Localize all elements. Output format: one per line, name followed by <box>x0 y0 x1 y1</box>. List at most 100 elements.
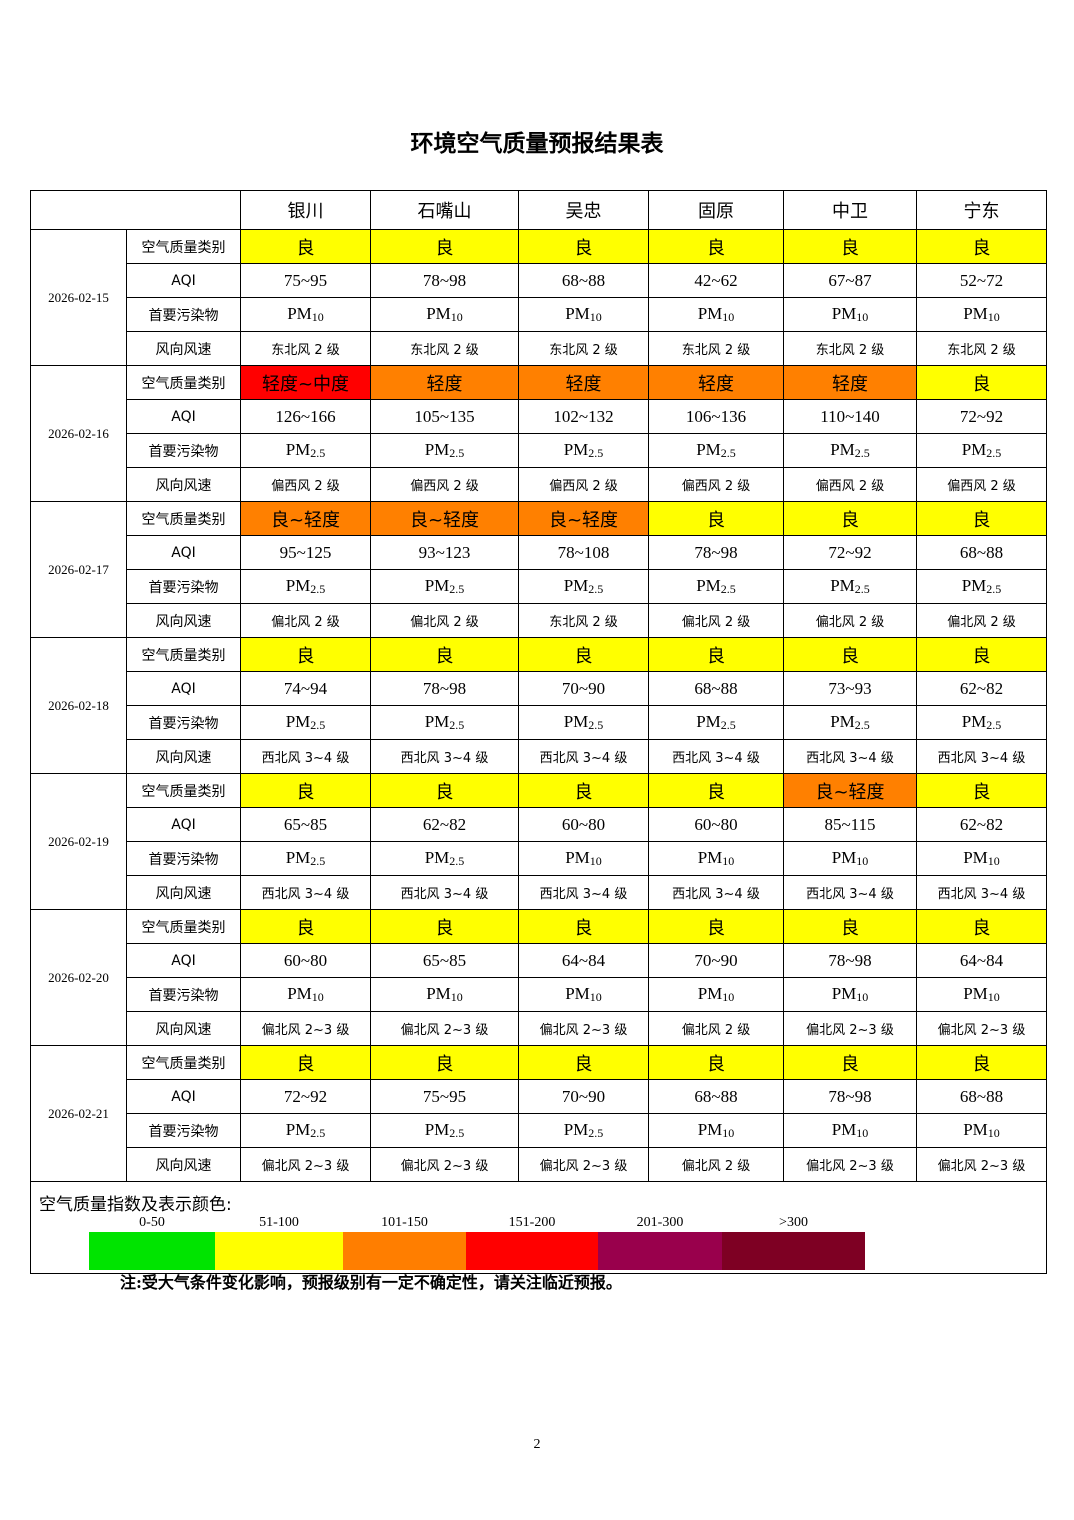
aqi-cell: 68~88 <box>518 263 649 298</box>
aqi-cell: 102~132 <box>518 399 649 434</box>
aqi-cell: 70~90 <box>648 943 784 978</box>
pollutant-subscript: 10 <box>311 990 324 1004</box>
pollutant-base: PM <box>697 984 723 1003</box>
pollutant-cell: PM10 <box>518 977 649 1012</box>
pollutant-cell: PM2.5 <box>518 433 649 468</box>
category-cell: 轻度 <box>370 365 519 400</box>
row-label: 风向风速 <box>126 875 241 910</box>
aqi-cell: 78~98 <box>370 671 519 706</box>
pollutant-subscript: 10 <box>589 854 602 868</box>
aqi-cell: 110~140 <box>783 399 917 434</box>
category-cell: 良 <box>648 637 784 672</box>
pollutant-cell: PM10 <box>240 297 371 332</box>
aqi-cell: 95~125 <box>240 535 371 570</box>
city-header: 银川 <box>240 190 371 230</box>
wind-cell: 偏西风 2 级 <box>648 467 784 502</box>
category-cell: 轻度 <box>648 365 784 400</box>
table-row-category: 2026-02-16 空气质量类别 轻度~中度 轻度 轻度 轻度 轻度良 <box>30 365 1047 502</box>
wind-cell: 偏北风 2~3 级 <box>240 1011 371 1046</box>
pollutant-base: PM <box>287 304 312 323</box>
pollutant-subscript: 10 <box>856 854 869 868</box>
pollutant-base: PM <box>961 576 987 595</box>
document-title: 环境空气质量预报结果表 <box>410 130 664 157</box>
wind-cell: 偏北风 2 级 <box>648 603 784 638</box>
date-cell: 2026-02-19 <box>30 773 127 910</box>
pollutant-subscript: 10 <box>722 990 735 1004</box>
aqi-cell: 72~92 <box>783 535 917 570</box>
wind-cell: 西北风 3~4 级 <box>240 875 371 910</box>
pollutant-subscript: 10 <box>856 310 869 324</box>
pollutant-subscript: 10 <box>856 990 869 1004</box>
date-cell: 2026-02-15 <box>30 229 127 366</box>
row-label: 空气质量类别 <box>126 773 241 808</box>
wind-cell: 西北风 3~4 级 <box>916 739 1047 774</box>
legend-color-swatch <box>598 1232 722 1270</box>
pollutant-cell: PM2.5 <box>783 705 917 740</box>
wind-cell: 偏北风 2 级 <box>648 1147 784 1182</box>
header-row: 银川 石嘴山 吴忠 固原 中卫 宁东 <box>30 190 1047 230</box>
table-row-pollutant: 首要污染物 PM2.5 PM2.5 PM2.5 PM2.5 PM2.5 PM2.5 <box>31 705 1047 740</box>
pollutant-base: PM <box>424 848 450 867</box>
aqi-cell: 70~90 <box>518 1079 649 1114</box>
category-cell: 良 <box>783 501 917 536</box>
row-label: AQI <box>126 399 241 434</box>
pollutant-base: PM <box>565 304 590 323</box>
pollutant-subscript: 10 <box>987 310 1000 324</box>
pollutant-base: PM <box>563 576 589 595</box>
pollutant-subscript: 2.5 <box>854 582 870 596</box>
row-label: 首要污染物 <box>126 977 241 1012</box>
pollutant-cell: PM2.5 <box>916 569 1047 604</box>
pollutant-subscript: 2.5 <box>720 582 736 596</box>
pollutant-cell: PM10 <box>783 977 917 1012</box>
aqi-cell: 62~82 <box>370 807 519 842</box>
category-cell: 轻度 <box>518 365 649 400</box>
wind-cell: 西北风 3~4 级 <box>916 875 1047 910</box>
table-row-aqi: AQI 95~125 93~123 78~108 78~98 72~92 68~88 <box>31 535 1047 570</box>
wind-cell: 西北风 3~4 级 <box>648 739 784 774</box>
date-cell: 2026-02-21 <box>30 1045 127 1182</box>
category-cell: 良 <box>648 909 784 944</box>
legend-range-label: >300 <box>779 1215 808 1230</box>
row-label: 风向风速 <box>126 331 241 366</box>
pollutant-base: PM <box>830 576 855 595</box>
table-row-pollutant: 首要污染物 PM2.5 PM2.5 PM2.5 PM10 PM10 PM10 <box>31 1113 1047 1148</box>
pollutant-cell: PM2.5 <box>240 841 371 876</box>
aqi-cell: 65~85 <box>370 943 519 978</box>
row-label: 空气质量类别 <box>126 365 241 400</box>
pollutant-base: PM <box>696 440 721 459</box>
pollutant-subscript: 10 <box>589 990 602 1004</box>
table-row-aqi: AQI 65~85 62~82 60~80 60~80 85~115 62~82 <box>31 807 1047 842</box>
category-cell: 良 <box>648 501 784 536</box>
table-row-category: 2026-02-21 空气质量类别良良良良良良 <box>30 1045 1047 1182</box>
pollutant-base: PM <box>697 304 723 323</box>
pollutant-subscript: 2.5 <box>310 446 326 460</box>
aqi-cell: 72~92 <box>240 1079 371 1114</box>
wind-cell: 偏北风 2~3 级 <box>916 1147 1047 1182</box>
wind-cell: 偏北风 2 级 <box>648 1011 784 1046</box>
city-header: 宁东 <box>916 190 1047 230</box>
pollutant-subscript: 10 <box>856 1126 869 1140</box>
table-row-category: 2026-02-18 空气质量类别良良良良良良 <box>30 637 1047 774</box>
table-row-wind: 风向风速 偏北风 2~3 级偏北风 2~3 级偏北风 2~3 级偏北风 2 级偏北… <box>31 1011 1047 1046</box>
category-cell: 良 <box>240 909 371 944</box>
category-cell: 良 <box>240 1045 371 1080</box>
wind-cell: 西北风 3~4 级 <box>370 875 519 910</box>
table-row-category: 2026-02-20 空气质量类别良良良良良良 <box>30 909 1047 1046</box>
category-cell: 良~轻度 <box>518 501 649 536</box>
pollutant-cell: PM2.5 <box>518 1113 649 1148</box>
aqi-cell: 60~80 <box>648 807 784 842</box>
legend-item: 0-50 <box>89 1215 215 1270</box>
city-header: 石嘴山 <box>370 190 519 230</box>
pollutant-subscript: 10 <box>987 854 1000 868</box>
aqi-cell: 126~166 <box>240 399 371 434</box>
pollutant-base: PM <box>830 440 855 459</box>
legend-range-label: 51-100 <box>259 1215 299 1230</box>
table-row-wind: 风向风速 西北风 3~4 级西北风 3~4 级西北风 3~4 级西北风 3~4 级… <box>31 875 1047 910</box>
wind-cell: 西北风 3~4 级 <box>240 739 371 774</box>
pollutant-cell: PM10 <box>370 977 519 1012</box>
category-cell: 良~轻度 <box>783 773 917 808</box>
pollutant-base: PM <box>830 712 855 731</box>
category-cell: 良 <box>518 773 649 808</box>
aqi-cell: 64~84 <box>916 943 1047 978</box>
category-cell: 良~轻度 <box>240 501 371 536</box>
